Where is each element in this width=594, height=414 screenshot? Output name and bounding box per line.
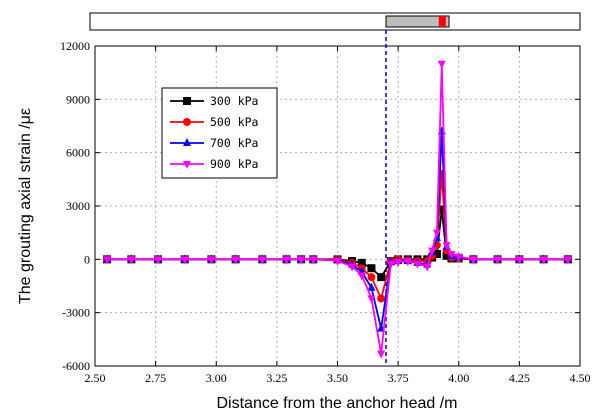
legend-item: 700 kPa: [170, 136, 258, 150]
data-point: [386, 260, 395, 269]
data-point: [357, 272, 366, 281]
tick-labels: 2.50 2.75 3.00 3.25 3.50 3.75 4.00 4.25 4.50 -600…: [60, 39, 591, 385]
data-point: [563, 256, 572, 265]
x-tick-label: 4.50: [570, 371, 591, 385]
schematic-outline: [89, 12, 581, 31]
data-point: [207, 256, 216, 265]
data-point: [180, 256, 189, 265]
y-tick-label: 3000: [66, 199, 90, 213]
data-point: [437, 60, 446, 69]
data-point: [442, 242, 451, 251]
data-point: [367, 264, 376, 273]
x-tick-label: 3.25: [266, 371, 287, 385]
y-tick-label: 0: [84, 252, 90, 266]
y-tick-label: 9000: [66, 92, 90, 106]
data-point: [539, 256, 548, 265]
data-point: [454, 253, 463, 262]
data-point: [403, 258, 412, 267]
data-point: [367, 295, 376, 304]
legend-label: 500 kPa: [210, 115, 258, 129]
legend: 300 kPa 500 kPa 700 kPa 900 kPa: [161, 87, 278, 179]
y-tick-label: -6000: [62, 359, 90, 373]
schematic-marker: [438, 16, 446, 27]
legend-box: [161, 87, 278, 179]
data-point: [377, 350, 386, 359]
schematic-tube: [385, 15, 450, 28]
data-point: [367, 282, 376, 291]
data-point: [297, 256, 306, 265]
data-point: [333, 257, 342, 266]
data-point: [127, 256, 136, 265]
y-tick-label: 6000: [66, 146, 90, 160]
legend-marker: [183, 97, 191, 105]
data-point: [428, 247, 437, 256]
data-point: [442, 251, 451, 260]
legend-label: 300 kPa: [210, 94, 258, 108]
data-point: [231, 256, 240, 265]
data-point: [282, 256, 291, 265]
y-tick-label: 12000: [60, 39, 90, 53]
x-tick-label: 2.75: [145, 371, 166, 385]
data-point: [394, 259, 403, 267]
series-layer: [103, 60, 572, 359]
data-point: [309, 256, 318, 265]
x-tick-label: 4.00: [448, 371, 469, 385]
legend-marker: [183, 118, 191, 126]
legend-marker: [183, 161, 191, 169]
data-point: [493, 256, 502, 265]
legend-marker: [183, 138, 191, 146]
series-3: [103, 60, 572, 359]
data-point: [515, 256, 524, 265]
data-point: [348, 263, 357, 272]
data-point: [154, 256, 163, 265]
legend-label: 700 kPa: [210, 136, 258, 150]
data-point: [413, 260, 422, 269]
data-point: [469, 256, 478, 265]
data-point: [103, 256, 112, 265]
data-point: [432, 229, 441, 238]
x-tick-label: 3.75: [388, 371, 409, 385]
x-axis-title: Distance from the anchor head /m: [216, 395, 457, 412]
data-point: [357, 258, 366, 267]
data-point: [432, 250, 441, 258]
y-axis-title: The grouting axial strain /με: [17, 108, 34, 304]
axis-ticks: [94, 45, 581, 367]
y-tick-label: -3000: [62, 306, 90, 320]
data-point: [258, 256, 267, 265]
x-tick-label: 4.25: [509, 371, 530, 385]
data-point: [423, 263, 432, 272]
data-point: [367, 273, 376, 282]
legend-item: 500 kPa: [170, 115, 258, 129]
data-point: [377, 294, 386, 303]
data-point: [437, 205, 446, 214]
data-point: [447, 251, 456, 259]
legend-item: 300 kPa: [170, 94, 258, 108]
x-tick-label: 3.00: [206, 371, 227, 385]
legend-item: 900 kPa: [170, 157, 258, 171]
legend-label: 900 kPa: [210, 157, 258, 171]
anchor-schematic: [89, 12, 581, 31]
data-point: [377, 273, 386, 282]
x-tick-label: 2.50: [85, 371, 106, 385]
x-tick-label: 3.50: [327, 371, 348, 385]
